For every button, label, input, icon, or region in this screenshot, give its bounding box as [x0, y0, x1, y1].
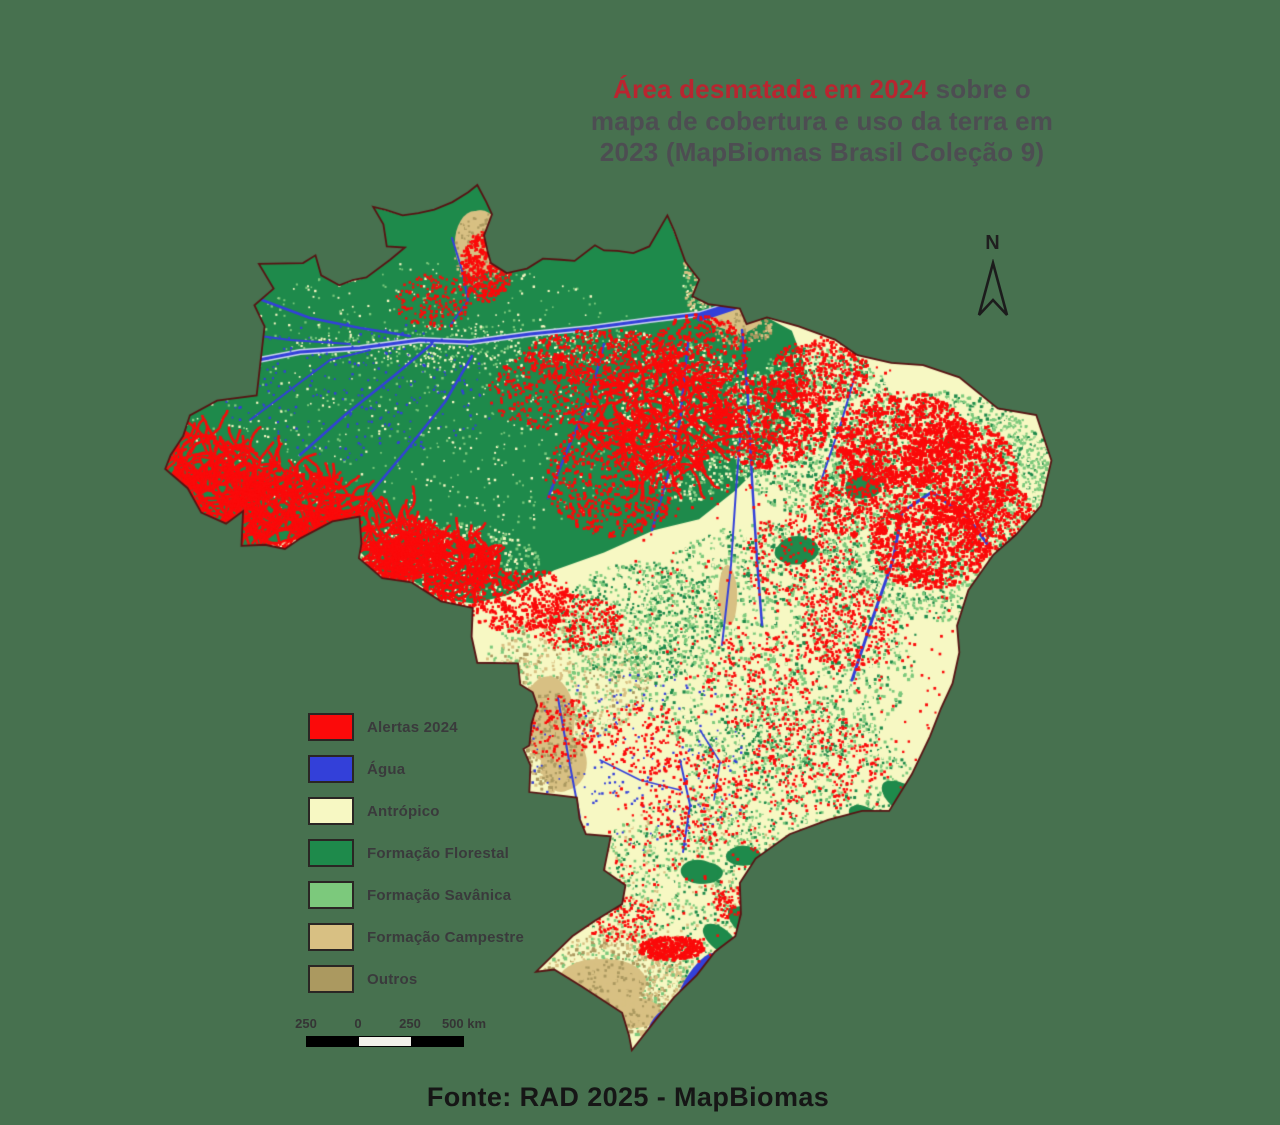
legend-swatch-outros — [308, 965, 354, 993]
legend-item-agua: Água — [308, 754, 524, 784]
scale-label-left250: 250 — [295, 1016, 317, 1031]
legend-item-alertas: Alertas 2024 — [308, 712, 524, 742]
legend-label-antropico: Antrópico — [367, 802, 440, 820]
legend-item-formacao-florestal: Formação Florestal — [308, 838, 524, 868]
legend-label-formacao-campestre: Formação Campestre — [367, 928, 524, 946]
scale-label-500km: 500 km — [441, 1016, 487, 1031]
scale-bar-segments — [306, 1036, 464, 1047]
scale-segment-light — [359, 1037, 411, 1046]
legend-swatch-agua — [308, 755, 354, 783]
scale-label-right250: 250 — [399, 1016, 421, 1031]
scale-bar: 250 0 250 500 km — [295, 1016, 526, 1052]
legend-swatch-formacao-florestal — [308, 839, 354, 867]
legend-label-outros: Outros — [367, 970, 418, 988]
legend-label-alertas: Alertas 2024 — [367, 718, 458, 736]
title-rest: sobre o mapa de cobertura e uso da terra… — [590, 74, 1054, 168]
legend-item-antropico: Antrópico — [308, 796, 524, 826]
north-arrow-icon — [977, 259, 1009, 316]
legend-label-formacao-florestal: Formação Florestal — [367, 844, 509, 862]
legend-label-agua: Água — [367, 760, 406, 778]
legend-item-formacao-savanica: Formação Savânica — [308, 880, 524, 910]
scale-bar-labels: 250 0 250 500 km — [295, 1016, 526, 1032]
legend-label-formacao-savanica: Formação Savânica — [367, 886, 512, 904]
legend-swatch-formacao-savanica — [308, 881, 354, 909]
legend-swatch-alertas — [308, 713, 354, 741]
scale-segment-dark-1 — [307, 1037, 359, 1046]
scale-segment-dark-2 — [411, 1037, 463, 1046]
scale-label-zero: 0 — [354, 1016, 362, 1031]
map-title: Área desmatada em 2024 sobre o mapa de c… — [582, 74, 1062, 169]
legend-item-outros: Outros — [308, 964, 524, 994]
map-legend: Alertas 2024 Água Antrópico Formação Flo… — [308, 712, 524, 1006]
north-indicator: N — [971, 232, 1015, 321]
legend-swatch-antropico — [308, 797, 354, 825]
legend-item-formacao-campestre: Formação Campestre — [308, 922, 524, 952]
north-label: N — [985, 232, 1001, 254]
source-caption: Fonte: RAD 2025 - MapBiomas — [426, 1082, 830, 1112]
title-highlight: Área desmatada em 2024 — [613, 74, 929, 104]
legend-swatch-formacao-campestre — [308, 923, 354, 951]
